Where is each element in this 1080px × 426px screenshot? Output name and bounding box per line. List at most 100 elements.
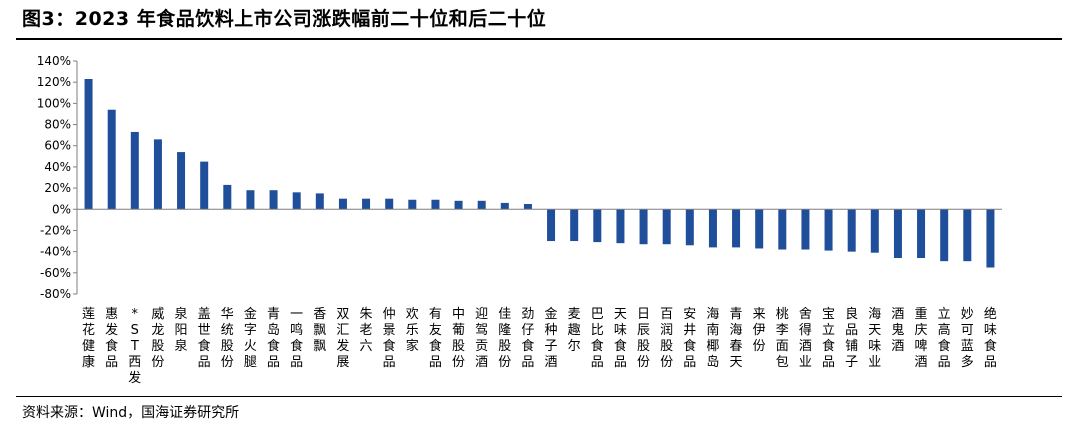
bar: [847, 209, 856, 252]
category-label: 金种子酒: [545, 306, 558, 370]
category-label: 青海春天: [730, 307, 743, 370]
y-tick-label: 100%: [37, 96, 71, 110]
bar: [986, 209, 995, 268]
bar: [269, 190, 278, 210]
category-label: 妙可蓝多: [961, 307, 974, 370]
title-divider: [16, 38, 1062, 40]
category-label: 麦趣尔: [568, 307, 581, 354]
category-label: 海南椰岛: [706, 307, 719, 370]
bar: [824, 209, 833, 251]
bar: [547, 209, 556, 242]
bar: [223, 184, 232, 210]
category-label: 巴比食品: [591, 307, 604, 370]
bar: [963, 209, 972, 262]
category-label: 重庆啤酒: [915, 306, 928, 370]
category-label: 百润股份: [660, 307, 673, 370]
bar-chart: 140% 120% 100% 80% 60% 40% 20% 0% -20% -40% -60% -8…: [37, 54, 1002, 386]
category-label: 海天味业: [868, 307, 881, 370]
category-label: 欢乐家: [406, 307, 419, 354]
bar: [385, 198, 394, 210]
bar: [639, 209, 648, 245]
category-label: 安井食品: [683, 307, 696, 370]
y-tick-label: -20%: [40, 223, 71, 237]
bar: [338, 198, 347, 210]
bar: [893, 209, 902, 258]
bar: [570, 209, 579, 242]
bar: [200, 161, 209, 210]
category-label: 来伊份: [753, 307, 766, 354]
bar: [408, 199, 417, 210]
bar: [130, 131, 139, 210]
category-label: 莲花健康: [82, 307, 95, 370]
category-label: 天味食品: [614, 307, 627, 370]
category-label: 泉阳泉: [175, 306, 188, 354]
category-label: 劲仔食品: [521, 307, 534, 370]
bar: [593, 209, 602, 243]
bar: [870, 209, 879, 253]
y-tick-label: 120%: [37, 75, 71, 89]
category-label: 惠发食品: [105, 307, 118, 370]
category-label: 立高食品: [938, 307, 951, 370]
bar: [107, 109, 116, 210]
bar: [315, 193, 324, 210]
category-label: 绝味食品: [984, 306, 997, 370]
y-tick-label: -60%: [40, 266, 71, 280]
bar: [84, 79, 93, 210]
category-label: 一鸣食品: [290, 307, 303, 370]
y-tick-label: 60%: [44, 139, 71, 153]
category-label: 金字火腿: [244, 306, 257, 370]
bar: [246, 190, 255, 210]
category-label: 佳隆股份: [498, 307, 511, 370]
category-label: 宝立食品: [822, 307, 835, 370]
y-tick-label: 40%: [44, 160, 71, 174]
category-label: 双汇发展: [336, 307, 349, 370]
y-tick-label: 140%: [37, 54, 71, 68]
category-label: 仲景食品: [383, 307, 396, 370]
bar: [940, 209, 949, 262]
bar: [917, 209, 926, 258]
category-label: 良品铺子: [845, 306, 858, 370]
bar: [362, 198, 371, 210]
source-divider: [16, 396, 1062, 397]
bar: [801, 209, 810, 250]
bar: [454, 200, 463, 210]
category-label: 有友食品: [429, 307, 442, 370]
y-tick-label: -80%: [40, 287, 71, 301]
source-note: 资料来源：Wind，国海证券研究所: [22, 405, 240, 421]
category-label: * S T 西发: [128, 307, 141, 386]
category-label: 日辰股份: [637, 307, 650, 370]
bar: [177, 152, 186, 210]
category-label: 朱老六: [360, 307, 373, 354]
bar: [708, 209, 717, 248]
y-tick-label: 20%: [44, 181, 71, 195]
category-label: 香飘飘: [313, 307, 326, 354]
bar: [755, 209, 764, 249]
bar: [292, 192, 301, 210]
bars: [84, 79, 995, 268]
bar: [500, 202, 509, 210]
bar: [685, 209, 694, 246]
category-label: 盖世食品: [198, 307, 211, 370]
category-label: 迎驾贡酒: [475, 307, 488, 370]
category-label: 舍得酒业: [799, 307, 812, 370]
chart-title: 图3：2023 年食品饮料上市公司涨跌幅前二十位和后二十位: [22, 8, 547, 30]
category-label: 威龙股份: [151, 307, 164, 370]
y-axis: 140% 120% 100% 80% 60% 40% 20% 0% -20% -40% -60% -8…: [37, 54, 78, 301]
bar: [778, 209, 787, 250]
category-label: 中葡股份: [452, 307, 465, 370]
category-label: 酒鬼酒: [891, 307, 904, 354]
bar: [431, 199, 440, 210]
y-tick-label: -40%: [40, 245, 71, 259]
bar: [662, 209, 671, 245]
bar: [477, 200, 486, 210]
bar: [153, 139, 162, 210]
bar: [732, 209, 741, 248]
bar: [616, 209, 625, 244]
y-tick-label: 0%: [52, 202, 71, 216]
category-label: 华统股份: [221, 307, 234, 370]
category-label: 青岛食品: [267, 307, 280, 370]
category-label: 桃李面包: [776, 307, 789, 370]
y-tick-label: 80%: [44, 118, 71, 132]
bar: [523, 203, 532, 210]
